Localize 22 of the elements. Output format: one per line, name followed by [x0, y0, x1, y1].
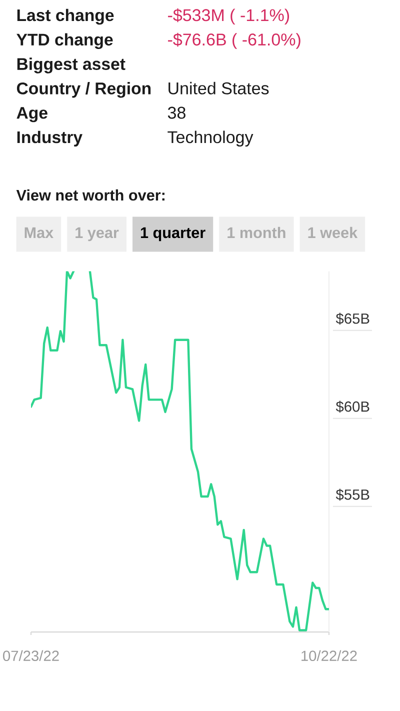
text: 1 week	[308, 226, 358, 238]
text: 1 year	[76, 227, 119, 242]
text: -$533M ( -1.1%)	[168, 8, 289, 25]
text: Last change	[17, 8, 114, 25]
y-tick-label: $60B	[336, 400, 370, 413]
text: Age	[16, 107, 48, 122]
text: 1 month	[228, 226, 286, 238]
text: Technology	[168, 130, 254, 147]
text: Biggest asset	[17, 58, 126, 74]
text: 1 quarter	[140, 227, 206, 242]
x-tick-label: 07/23/22	[3, 650, 59, 662]
text: YTD change	[16, 33, 113, 49]
text: Max	[24, 227, 54, 238]
text: -$76.6B ( -61.0%)	[168, 32, 300, 49]
x-tick-label: 10/22/22	[302, 650, 357, 662]
y-tick-label: $65B	[336, 312, 370, 325]
y-tick-label: $55B	[336, 488, 370, 501]
text: Industry	[17, 130, 82, 147]
text: United States	[168, 82, 269, 94]
text: Country / Region	[16, 82, 151, 98]
text: View net worth over:	[16, 189, 164, 201]
text: 38	[168, 106, 186, 119]
